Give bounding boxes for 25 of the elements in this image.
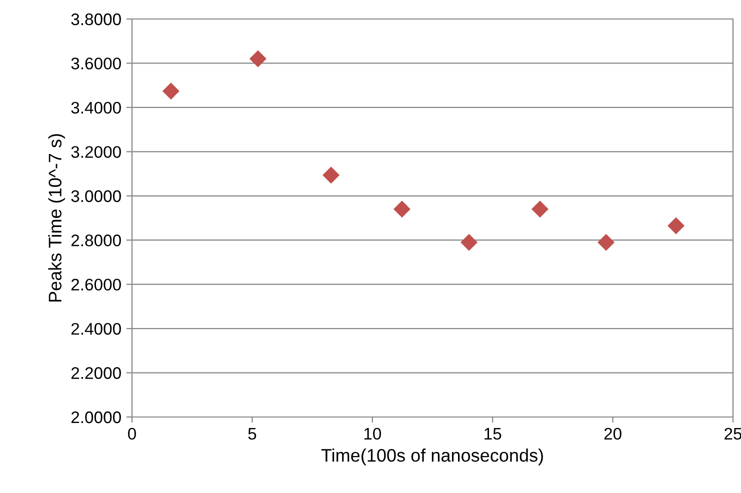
point: [322, 166, 340, 184]
y-tick-label: 3.8000: [71, 13, 121, 26]
y-tick-label: 2.4000: [71, 322, 121, 335]
y-tick-label: 3.6000: [71, 58, 121, 70]
y-tick-label: 3.4000: [71, 102, 121, 114]
y-tick-label: 3.0000: [71, 190, 121, 202]
x-tick-label: 5: [248, 428, 256, 440]
point: [249, 50, 266, 68]
x-tick-label: 10: [364, 428, 382, 440]
y-axis-title: Peaks Time (10^-7 s): [48, 134, 66, 302]
point: [393, 200, 410, 218]
y-tick-label: 2.6000: [71, 278, 121, 291]
point: [598, 234, 615, 251]
y-tick-label: 3.2000: [71, 146, 121, 158]
point: [460, 234, 478, 251]
x-axis-title: Time(100s of nanoseconds): [321, 448, 543, 466]
x-tick-label: 15: [484, 428, 502, 440]
x-tick-label: 20: [604, 428, 622, 440]
point: [668, 217, 685, 234]
x-tick-label: 0: [128, 428, 136, 440]
point: [531, 200, 548, 218]
point: [162, 82, 180, 100]
y-tick-label: 2.2000: [71, 367, 121, 379]
y-tick-label: 2.8000: [71, 234, 121, 246]
y-tick-label: 2.0000: [71, 411, 121, 424]
